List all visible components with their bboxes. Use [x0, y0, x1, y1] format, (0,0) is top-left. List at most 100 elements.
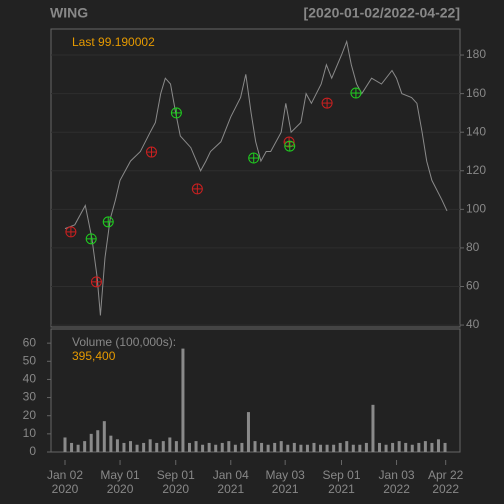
- volume-bar: [325, 444, 329, 452]
- volume-bar: [240, 442, 244, 452]
- y-tick-label: 80: [466, 240, 480, 254]
- volume-bar: [194, 441, 198, 452]
- y-tick-label: 180: [466, 47, 486, 61]
- volume-bar: [135, 444, 139, 452]
- signal-marker: [350, 87, 362, 99]
- volume-bar: [187, 442, 191, 452]
- volume-bar: [292, 442, 296, 452]
- x-tick-label: Jan 02: [47, 468, 83, 482]
- signal-marker: [90, 276, 102, 288]
- x-tick-label: May 03: [265, 468, 305, 482]
- volume-bar: [89, 433, 93, 452]
- signal-marker: [85, 233, 97, 245]
- volume-bar: [201, 444, 205, 452]
- volume-bar: [443, 442, 447, 452]
- y-tick-label: 50: [23, 353, 37, 367]
- y-tick-label: 10: [23, 426, 37, 440]
- volume-bar: [63, 437, 67, 452]
- y-tick-label: 40: [23, 372, 37, 386]
- volume-bar: [299, 444, 303, 452]
- volume-bar: [155, 442, 159, 452]
- x-tick-label: Jan 03: [379, 468, 415, 482]
- volume-bar: [122, 442, 126, 452]
- y-tick-label: 0: [29, 444, 36, 458]
- volume-bar: [246, 412, 250, 452]
- volume-bar: [345, 441, 349, 452]
- volume-bar: [305, 444, 309, 452]
- x-tick-label: Sep 01: [157, 468, 195, 482]
- signal-marker: [65, 226, 77, 238]
- volume-bar: [417, 442, 421, 452]
- x-tick-sublabel: 2020: [52, 482, 79, 496]
- volume-bar: [142, 442, 146, 452]
- volume-bar: [233, 444, 237, 452]
- volume-bar: [253, 441, 257, 452]
- chart-title: WING: [50, 5, 88, 21]
- signal-marker: [170, 107, 182, 119]
- date-range: [2020-01-02/2022-04-22]: [304, 5, 460, 21]
- signal-marker: [145, 146, 157, 158]
- y-tick-label: 60: [466, 279, 480, 293]
- volume-bar: [404, 442, 408, 452]
- volume-bar: [227, 441, 231, 452]
- volume-bar: [266, 444, 270, 452]
- volume-bar: [397, 441, 401, 452]
- price-line: [64, 39, 448, 316]
- volume-bar: [161, 441, 165, 452]
- volume-bar: [279, 441, 283, 452]
- x-tick-sublabel: 2020: [162, 482, 189, 496]
- volume-bar: [181, 348, 185, 452]
- x-tick-sublabel: 2021: [272, 482, 299, 496]
- signal-marker: [284, 140, 296, 152]
- panel-frame: [50, 28, 461, 328]
- volume-bar: [378, 442, 382, 452]
- signal-marker: [191, 183, 203, 195]
- y-tick-label: 20: [23, 408, 37, 422]
- volume-bar: [358, 444, 362, 452]
- y-tick-label: 140: [466, 124, 486, 138]
- volume-bar: [332, 444, 336, 452]
- volume-bar: [436, 439, 440, 452]
- volume-title: Volume (100,000s):: [72, 335, 176, 349]
- y-tick-label: 120: [466, 163, 486, 177]
- volume-bar: [129, 441, 133, 452]
- volume-bar: [168, 437, 172, 452]
- volume-bar: [214, 444, 218, 452]
- signal-marker: [321, 97, 333, 109]
- x-tick-label: Apr 22: [428, 468, 464, 482]
- volume-bar: [312, 442, 316, 452]
- volume-bar: [83, 441, 87, 452]
- volume-bar: [207, 442, 211, 452]
- volume-bar: [410, 444, 414, 452]
- volume-bar: [338, 442, 342, 452]
- volume-bar: [96, 430, 100, 452]
- volume-bar: [148, 439, 152, 452]
- y-tick-label: 40: [466, 317, 480, 331]
- volume-bar: [70, 442, 74, 452]
- volume-bar: [391, 442, 395, 452]
- volume-bar: [115, 439, 119, 452]
- x-tick-sublabel: 2020: [107, 482, 134, 496]
- volume-bar: [364, 442, 368, 452]
- y-tick-label: 160: [466, 86, 486, 100]
- x-tick-label: Jan 04: [213, 468, 249, 482]
- volume-bar: [220, 442, 224, 452]
- volume-bar: [273, 442, 277, 452]
- y-tick-label: 60: [23, 335, 37, 349]
- volume-bar: [76, 444, 80, 452]
- last-price: Last 99.190002: [72, 35, 155, 49]
- volume-bar: [102, 421, 106, 452]
- volume-bar: [319, 444, 323, 452]
- x-tick-sublabel: 2021: [217, 482, 244, 496]
- x-tick-sublabel: 2022: [432, 482, 459, 496]
- x-tick-sublabel: 2021: [328, 482, 355, 496]
- signal-marker: [102, 216, 114, 228]
- volume-bar: [384, 444, 388, 452]
- x-tick-label: Sep 01: [322, 468, 360, 482]
- volume-bar: [371, 404, 375, 452]
- volume-last: 395,400: [72, 349, 116, 363]
- signal-marker: [248, 152, 260, 164]
- volume-bar: [430, 442, 434, 452]
